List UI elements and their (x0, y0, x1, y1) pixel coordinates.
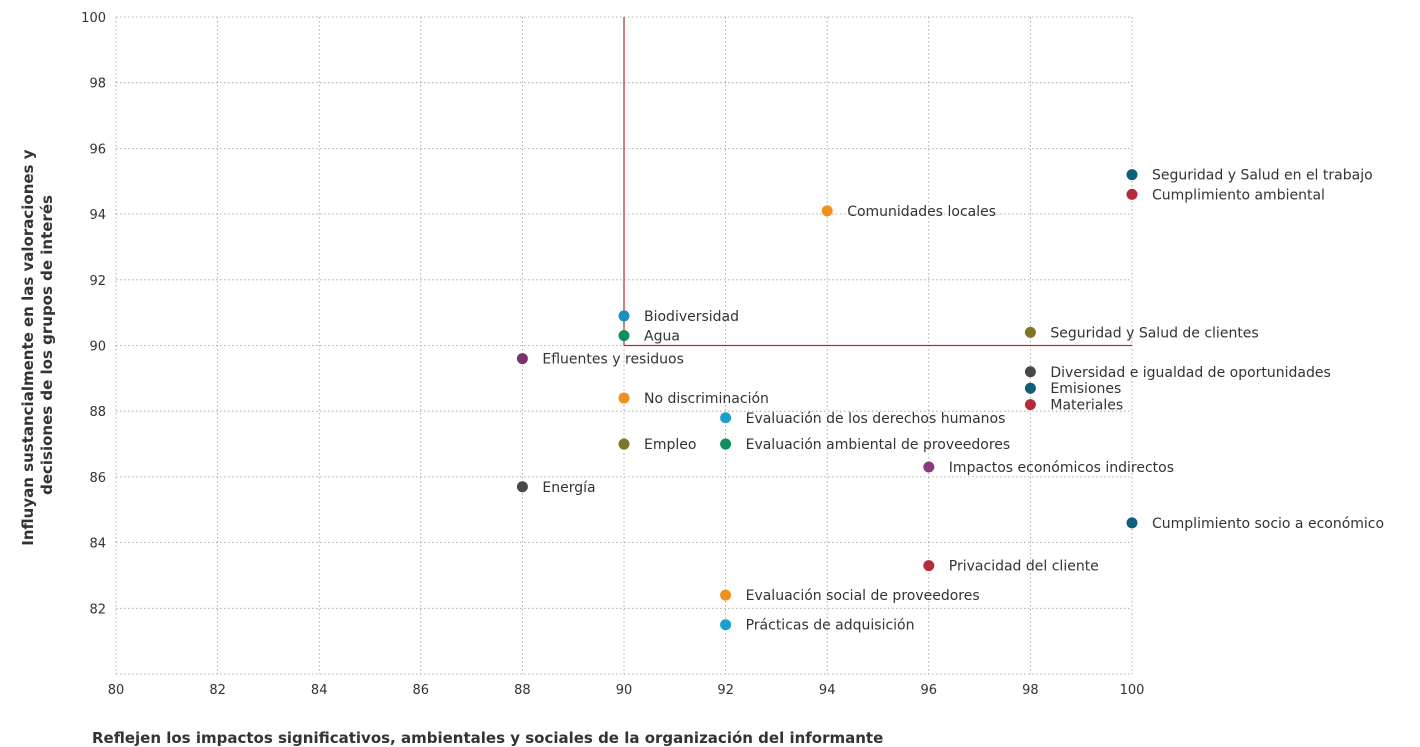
data-point-4 (618, 330, 630, 342)
x-tick-label-82: 82 (209, 683, 226, 698)
data-point-8 (1024, 382, 1036, 394)
data-point-2 (821, 205, 833, 217)
data-label-18: Evaluación social de proveedores (746, 588, 980, 604)
data-point-12 (618, 438, 630, 450)
y-tick-label-90: 90 (89, 340, 106, 355)
x-tick-label-98: 98 (1022, 683, 1039, 698)
y-tick-label-86: 86 (89, 471, 106, 486)
data-label-8: Emisiones (1050, 381, 1121, 397)
y-tick-label-84: 84 (89, 537, 106, 552)
data-label-2: Comunidades locales (847, 204, 996, 220)
data-point-17 (923, 560, 935, 572)
data-label-1: Cumplimiento ambiental (1152, 187, 1325, 203)
y-tick-label-88: 88 (89, 405, 106, 420)
data-label-0: Seguridad y Salud en el trabajo (1152, 168, 1373, 184)
data-label-11: Evaluación de los derechos humanos (746, 411, 1006, 427)
data-label-7: Diversidad e igualdad de oportunidades (1050, 365, 1330, 381)
x-tick-label-86: 86 (413, 683, 430, 698)
x-tick-label-92: 92 (717, 683, 734, 698)
data-label-4: Agua (644, 329, 680, 345)
data-point-14 (923, 461, 935, 473)
data-point-6 (516, 353, 528, 365)
x-tick-label-94: 94 (819, 683, 836, 698)
data-point-19 (720, 619, 732, 631)
data-point-1 (1126, 188, 1138, 200)
data-label-5: Seguridad y Salud de clientes (1050, 325, 1258, 341)
data-label-15: Energía (542, 480, 595, 496)
y-tick-label-100: 100 (81, 11, 106, 26)
data-label-6: Efluentes y residuos (542, 352, 683, 368)
data-point-9 (1024, 399, 1036, 411)
y-tick-label-82: 82 (89, 602, 106, 617)
data-point-3 (618, 310, 630, 322)
data-label-16: Cumplimiento socio a económico (1152, 516, 1384, 532)
x-tick-label-80: 80 (108, 683, 125, 698)
y-tick-label-98: 98 (89, 77, 106, 92)
axis-ticks: 80 82 84 86 88 90 92 94 96 98 100 82 84 86 88 90 92 94 96 9… (81, 11, 1144, 698)
data-label-12: Empleo (644, 437, 696, 453)
x-tick-label-90: 90 (616, 683, 633, 698)
data-label-10: No discriminación (644, 391, 769, 407)
y-tick-label-96: 96 (89, 142, 106, 157)
data-point-13 (720, 438, 732, 450)
y-tick-label-92: 92 (89, 274, 106, 289)
data-label-14: Impactos económicos indirectos (949, 460, 1174, 476)
data-label-9: Materiales (1050, 398, 1123, 414)
data-point-5 (1024, 326, 1036, 338)
data-point-11 (720, 412, 732, 424)
data-points (516, 169, 1138, 631)
data-point-18 (720, 589, 732, 601)
x-tick-label-100: 100 (1120, 683, 1145, 698)
data-point-15 (516, 481, 528, 493)
data-point-7 (1024, 366, 1036, 378)
data-label-19: Prácticas de adquisición (746, 618, 915, 634)
x-tick-label-84: 84 (311, 683, 328, 698)
data-labels: Seguridad y Salud en el trabajo Cumplimie… (542, 168, 1384, 634)
y-tick-label-94: 94 (89, 208, 106, 223)
y-axis-title-line-1: Influyan sustancialmente en las valoraci… (19, 149, 37, 545)
data-point-0 (1126, 169, 1138, 181)
x-tick-label-96: 96 (921, 683, 938, 698)
data-label-3: Biodiversidad (644, 309, 739, 325)
data-label-17: Privacidad del cliente (949, 559, 1099, 575)
x-tick-label-88: 88 (514, 683, 531, 698)
y-axis-title-line-2: decisiones de los grupos de interés (38, 195, 56, 495)
y-axis-title: Influyan sustancialmente en las valoraci… (19, 144, 56, 545)
x-axis-title: Reflejen los impactos significativos, am… (92, 729, 883, 747)
data-point-16 (1126, 517, 1138, 529)
data-point-10 (618, 392, 630, 404)
data-label-13: Evaluación ambiental de proveedores (746, 437, 1011, 453)
threshold-lines (623, 17, 1132, 347)
